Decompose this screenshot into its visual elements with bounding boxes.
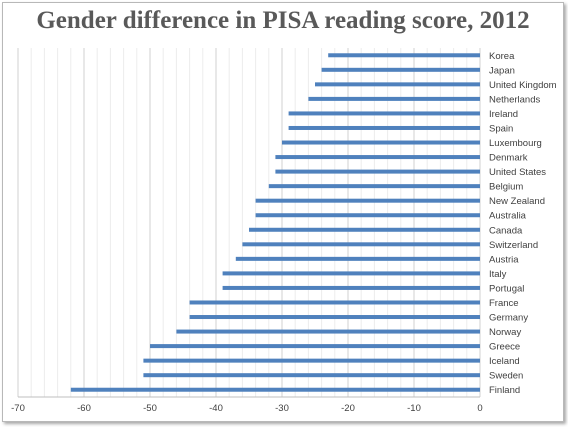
bar	[189, 315, 480, 320]
chart-title: Gender difference in PISA reading score,…	[36, 7, 530, 34]
category-label: Austria	[489, 254, 519, 265]
category-label: Iceland	[489, 356, 520, 367]
bar	[242, 242, 480, 247]
bar	[249, 227, 480, 232]
bar	[321, 67, 480, 72]
category-label: Italy	[489, 269, 507, 280]
category-label: Australia	[489, 211, 527, 222]
bar	[222, 271, 480, 276]
bar	[235, 256, 480, 261]
category-label: Norway	[489, 327, 521, 338]
category-label: United States	[489, 167, 546, 178]
bar	[70, 387, 481, 392]
category-label: Greece	[489, 342, 520, 353]
bar	[150, 344, 480, 349]
x-tick-label: -30	[275, 403, 289, 414]
x-tick-label: -50	[143, 403, 157, 414]
bar	[315, 82, 480, 87]
category-label: Spain	[489, 123, 513, 134]
x-tick-label: -20	[341, 403, 355, 414]
bar	[275, 155, 480, 160]
bar	[282, 140, 480, 145]
bar	[143, 358, 480, 363]
bar	[143, 373, 480, 378]
bar	[189, 300, 480, 305]
category-label: Korea	[489, 51, 515, 62]
category-label: Switzerland	[489, 240, 538, 251]
category-label: Germany	[489, 313, 528, 324]
category-label: Sweden	[489, 371, 523, 382]
bar	[268, 184, 480, 189]
category-label: Japan	[489, 65, 515, 76]
bar	[288, 111, 480, 116]
category-label: United Kingdom	[489, 80, 557, 91]
bar	[255, 198, 480, 203]
chart-frame: Gender difference in PISA reading score,…	[2, 2, 564, 422]
category-label: Netherlands	[489, 94, 540, 105]
category-label: Luxembourg	[489, 138, 542, 149]
category-label: France	[489, 298, 519, 309]
bar	[255, 213, 480, 218]
x-tick-label: -40	[209, 403, 223, 414]
x-tick-label: -10	[407, 403, 421, 414]
category-label: Ireland	[489, 109, 518, 120]
category-label: New Zealand	[489, 196, 545, 207]
bar	[288, 125, 480, 130]
bar	[328, 53, 480, 58]
category-label: Belgium	[489, 182, 523, 193]
bar	[275, 169, 480, 174]
bar	[222, 285, 480, 290]
category-label: Canada	[489, 225, 523, 236]
category-label: Portugal	[489, 283, 524, 294]
x-tick-label: -60	[77, 403, 91, 414]
bar	[308, 96, 480, 101]
category-label: Denmark	[489, 153, 528, 164]
x-tick-label: -70	[11, 403, 25, 414]
category-label: Finland	[489, 385, 520, 396]
x-tick-label: 0	[477, 403, 482, 414]
bar	[176, 329, 480, 334]
